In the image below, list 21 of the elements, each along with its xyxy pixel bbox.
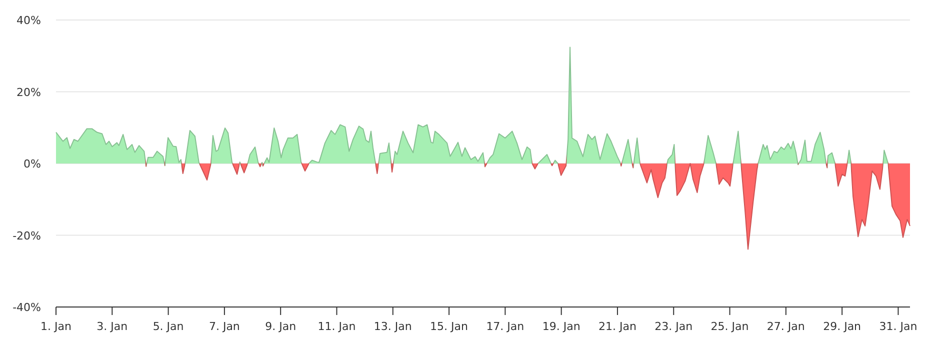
x-tick-label: 11. Jan — [318, 320, 356, 333]
x-tick-label: 17. Jan — [486, 320, 524, 333]
x-tick-label: 15. Jan — [430, 320, 468, 333]
y-tick-label: 0% — [24, 158, 41, 170]
x-tick-label: 29. Jan — [823, 320, 862, 333]
x-tick-label: 3. Jan — [96, 320, 128, 333]
y-tick-label: -20% — [12, 229, 41, 242]
x-tick-label: 1. Jan — [40, 320, 72, 333]
x-tick-label: 23. Jan — [654, 320, 693, 333]
x-tick-label: 5. Jan — [152, 320, 184, 333]
x-tick-label: 31. Jan — [879, 320, 918, 333]
y-tick-label: 40% — [16, 14, 41, 27]
x-tick-label: 27. Jan — [766, 320, 805, 333]
x-tick-label: 13. Jan — [374, 320, 412, 333]
x-tick-label: 25. Jan — [710, 320, 749, 333]
x-tick-label: 19. Jan — [542, 320, 580, 333]
x-tick-label: 21. Jan — [598, 320, 636, 333]
y-tick-label: -40% — [12, 301, 41, 314]
x-tick-label: 9. Jan — [265, 320, 296, 333]
y-tick-label: 20% — [16, 86, 41, 99]
x-tick-label: 7. Jan — [208, 320, 240, 333]
